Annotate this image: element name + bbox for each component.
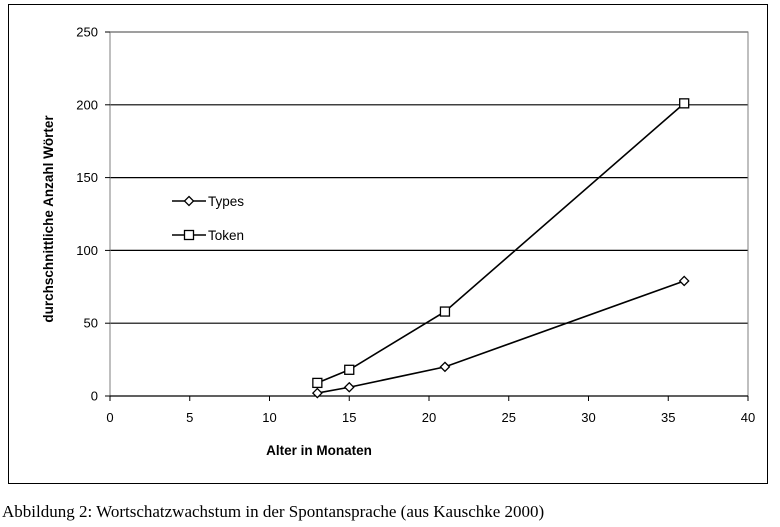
figure-frame [8,4,768,484]
legend-label-types: Types [208,194,244,209]
y-tick-label-0: 0 [91,389,98,404]
token-point-0 [312,377,323,389]
series-line-token [317,102,685,384]
x-tick-label-40: 40 [741,410,755,425]
y-tick-label-50: 50 [84,316,98,331]
y-axis-title: durchschnittliche Anzahl Wörter [41,115,56,323]
x-tick-label-5: 5 [186,410,193,425]
legend-marker-token [183,229,195,241]
axis-ticks: 0 50 100 150 200 250 0 5 10 15 20 25 30 35 40 [76,25,755,426]
legend-marker-types [183,195,195,207]
types-point-2 [439,361,451,373]
y-tick-label-100: 100 [76,243,98,258]
x-tick-label-10: 10 [262,410,276,425]
x-tick-label-30: 30 [581,410,595,425]
figure-caption: Abbildung 2: Wortschatzwachstum in der S… [2,502,545,521]
x-tick-label-35: 35 [661,410,675,425]
token-point-2 [439,306,451,317]
series-line-types [317,280,685,394]
token-point-1 [344,364,355,375]
y-tick-label-200: 200 [76,97,98,112]
types-point-3 [678,275,690,287]
types-point-1 [343,381,355,393]
gridlines [110,31,748,324]
legend: Types Token [172,194,244,243]
x-tick-label-0: 0 [106,410,113,425]
x-tick-label-20: 20 [422,410,436,425]
line-chart: 0 50 100 150 200 250 0 5 10 15 20 25 30 35 40 Alter in… [41,25,755,459]
series-layer [311,98,690,399]
y-tick-label-150: 150 [76,170,98,185]
token-point-3 [679,98,690,109]
legend-label-token: Token [208,228,244,243]
y-tick-label-250: 250 [76,25,98,40]
x-axis-title: Alter in Monaten [266,443,372,458]
plot-area-border [109,31,749,397]
types-point-0 [311,387,323,399]
x-tick-label-15: 15 [342,410,356,425]
x-tick-label-25: 25 [502,410,516,425]
